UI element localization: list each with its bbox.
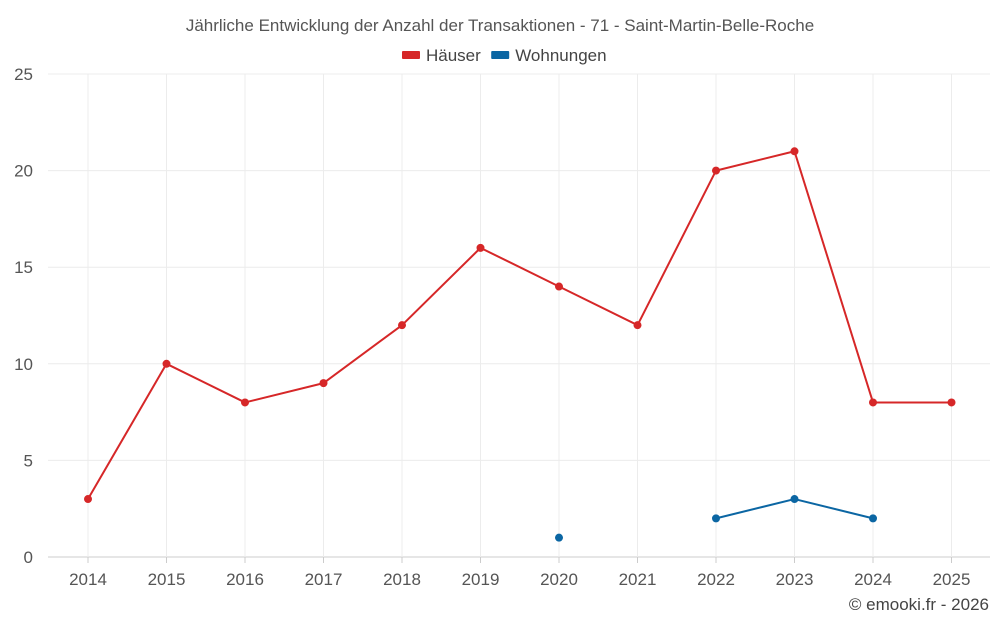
data-point[interactable] [712,166,720,175]
credit-text: © emooki.fr - 2026 [849,595,989,614]
grid [48,73,990,558]
x-tick-label: 2014 [69,570,107,589]
series-line [87,150,952,500]
data-point[interactable] [555,282,563,291]
y-axis: 0 5 10 15 20 25 [14,65,33,567]
legend-label: Wohnungen [515,46,606,65]
series-layer [84,147,956,542]
legend-label: Häuser [426,46,481,65]
data-point[interactable] [869,398,877,407]
series-1 [555,495,877,542]
y-tick-label: 20 [14,162,33,181]
legend: Häuser Wohnungen [402,46,607,65]
data-point[interactable] [319,379,328,388]
data-point[interactable] [476,243,485,252]
data-point[interactable] [633,321,642,330]
x-tick-label: 2015 [148,570,186,589]
x-tick-label: 2025 [933,570,971,589]
x-tick-label: 2018 [383,570,421,589]
data-point[interactable] [555,533,563,542]
data-point[interactable] [398,321,406,330]
x-tick-label: 2021 [619,570,657,589]
chart-title: Jährliche Entwicklung der Anzahl der Tra… [186,16,814,35]
legend-item[interactable]: Wohnungen [491,46,607,65]
legend-swatch [491,51,510,59]
y-tick-label: 10 [14,355,33,374]
legend-item[interactable]: Häuser [402,46,481,65]
x-tick-label: 2024 [854,570,892,589]
data-point[interactable] [869,514,877,523]
x-tick-label: 2019 [462,570,500,589]
x-tick-label: 2016 [226,570,264,589]
data-point[interactable] [790,147,799,156]
legend-swatch [402,51,420,59]
x-tick-label: 2022 [697,570,735,589]
x-tick-label: 2017 [305,570,343,589]
y-tick-label: 15 [14,258,33,277]
series-0 [84,147,956,504]
data-point[interactable] [162,359,171,368]
x-tick-label: 2020 [540,570,578,589]
data-point[interactable] [712,514,720,523]
y-tick-label: 5 [24,451,33,470]
data-point[interactable] [84,495,92,504]
y-tick-label: 0 [24,548,33,567]
data-point[interactable] [241,398,249,407]
data-point[interactable] [790,495,799,504]
x-axis: 2014 2015 2016 2017 2018 2019 2020 2021 2022 2023… [69,557,970,589]
y-tick-label: 25 [14,65,33,84]
data-point[interactable] [947,398,956,407]
x-tick-label: 2023 [776,570,814,589]
